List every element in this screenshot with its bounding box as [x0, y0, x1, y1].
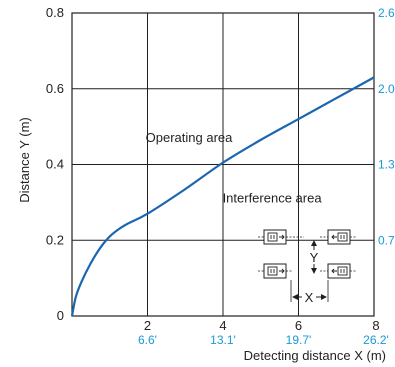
x-tick-label: 6: [295, 318, 302, 333]
tick-labels: 0 0.2 0.4 0.6 0.8 0.7' 1.3' 2.0' 2.6' 26.6' 413.1'…: [46, 5, 395, 347]
y-tick-label: 0.2: [46, 232, 64, 247]
x-tick-label-feet: 19.7': [286, 333, 312, 347]
y-tick-label: 0.4: [46, 157, 64, 172]
y-dimension-arrow: [311, 240, 317, 274]
inset-y-label: Y: [310, 250, 319, 265]
sensor-icon: [258, 229, 304, 245]
sensor-arrangement-diagram: Y X: [258, 229, 356, 305]
sensor-icon: [320, 229, 356, 245]
y-tick-label-feet: 2.0': [378, 82, 395, 96]
sensor-icon: [258, 263, 292, 279]
x-tick-label-feet: 26.2': [363, 333, 389, 347]
annotation: Operating area: [146, 130, 233, 145]
x-tick-label-feet: 13.1': [210, 333, 236, 347]
y-tick-label: 0.6: [46, 81, 64, 96]
gridlines: [72, 13, 374, 316]
x-axis-label: Detecting distance X (m): [244, 348, 386, 363]
x-tick-label: 8: [372, 318, 379, 333]
y-tick-label: 0: [57, 308, 64, 323]
series-line: [70, 76, 375, 317]
annotation: Interference area: [223, 190, 323, 205]
sensor-icon: [320, 263, 356, 279]
plot-border: [71, 12, 375, 317]
plot-frame: [71, 12, 375, 317]
x-tick-label: 4: [219, 318, 226, 333]
y-axis-label: Distance Y (m): [17, 117, 32, 203]
annotations: Operating area Interference area: [146, 130, 323, 206]
y-tick-label-feet: 0.7': [378, 233, 395, 247]
y-tick-label: 0.8: [46, 5, 64, 20]
y-tick-label-feet: 1.3': [378, 158, 395, 172]
inset-x-label: X: [305, 290, 314, 305]
y-tick-label-feet: 2.6': [378, 6, 395, 20]
x-tick-label-feet: 6.6': [138, 333, 157, 347]
x-tick-label: 2: [144, 318, 151, 333]
x-dimension-arrow: [290, 280, 329, 302]
